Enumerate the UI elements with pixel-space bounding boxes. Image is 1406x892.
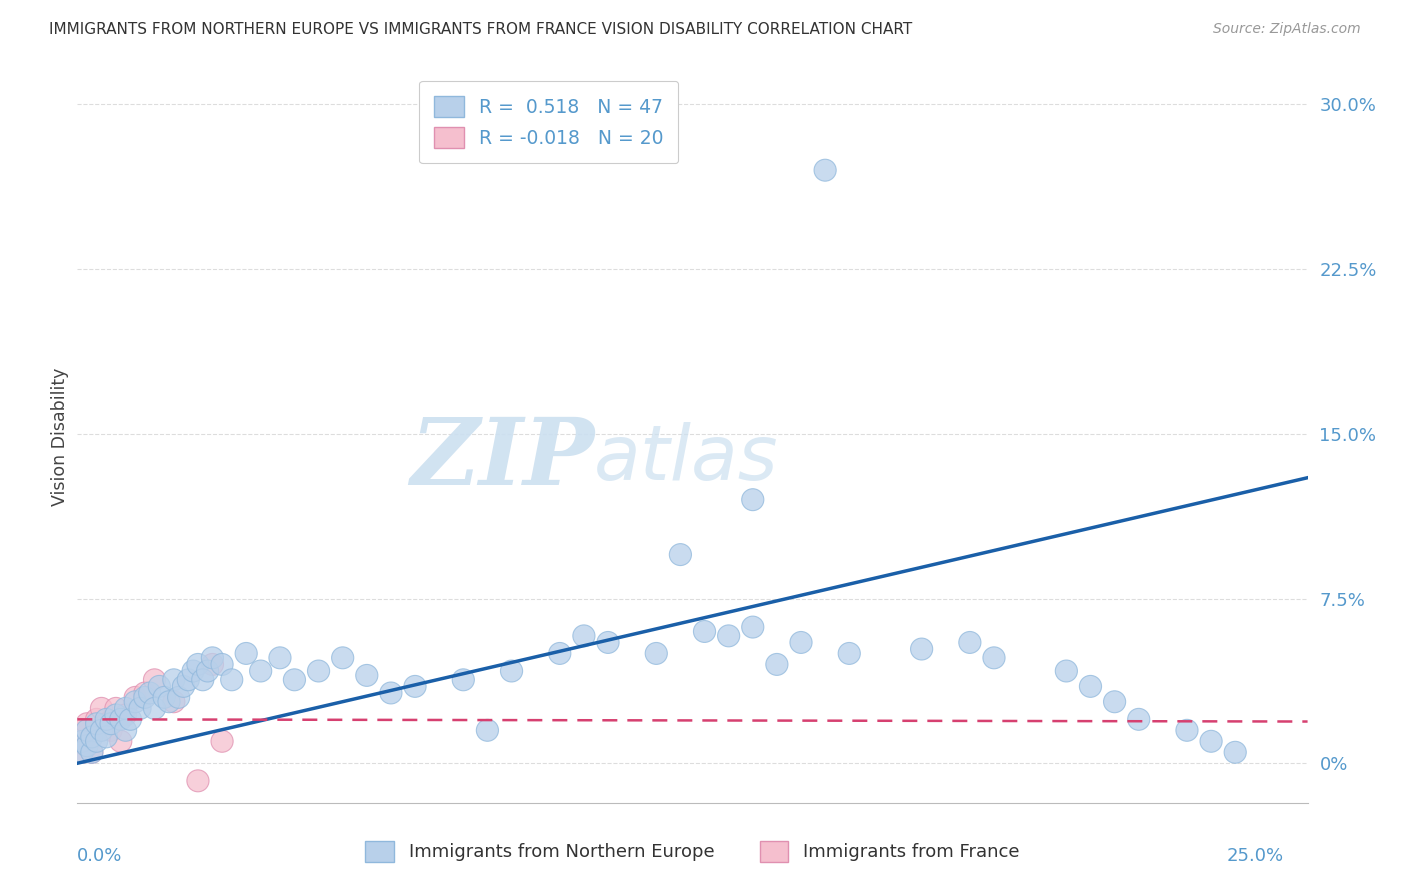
Text: ZIP: ZIP bbox=[409, 414, 595, 504]
Legend: Immigrants from Northern Europe, Immigrants from France: Immigrants from Northern Europe, Immigra… bbox=[357, 831, 1028, 871]
Y-axis label: Vision Disability: Vision Disability bbox=[51, 368, 69, 507]
Text: IMMIGRANTS FROM NORTHERN EUROPE VS IMMIGRANTS FROM FRANCE VISION DISABILITY CORR: IMMIGRANTS FROM NORTHERN EUROPE VS IMMIG… bbox=[49, 22, 912, 37]
Text: 0.0%: 0.0% bbox=[77, 847, 122, 864]
Text: atlas: atlas bbox=[595, 422, 779, 496]
Text: 25.0%: 25.0% bbox=[1226, 847, 1284, 864]
Text: Source: ZipAtlas.com: Source: ZipAtlas.com bbox=[1213, 22, 1361, 37]
